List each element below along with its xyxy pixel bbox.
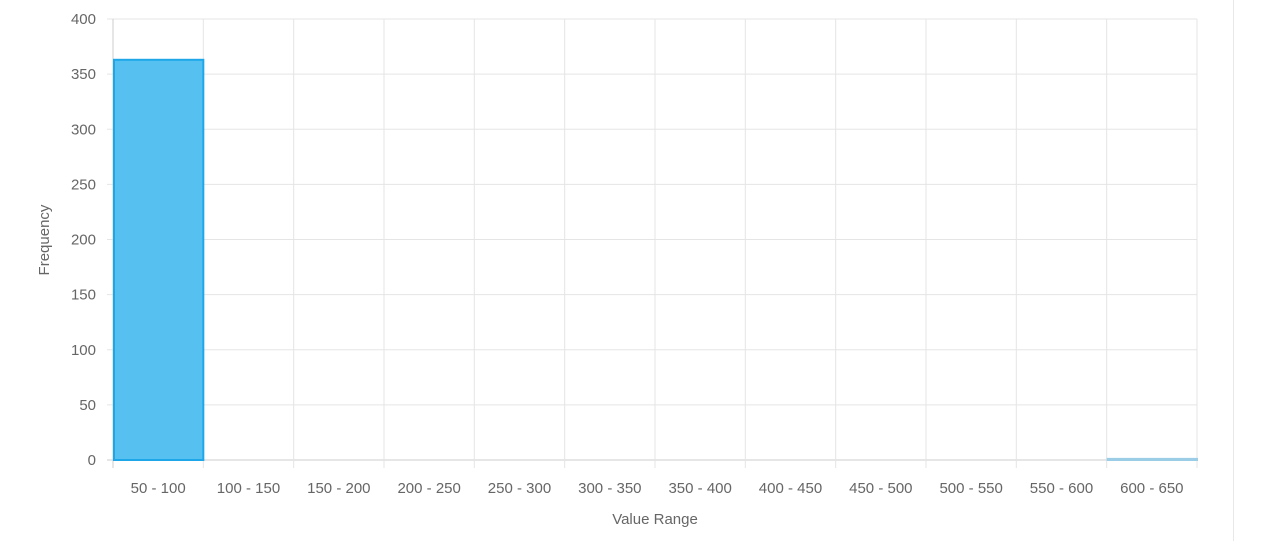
histogram-bar	[1106, 457, 1198, 461]
y-tick-label: 300	[71, 121, 96, 138]
x-tick-label: 300 - 350	[578, 480, 641, 497]
x-tick-label: 100 - 150	[217, 480, 280, 497]
y-tick-label: 0	[88, 452, 96, 469]
x-tick-label: 550 - 600	[1030, 480, 1093, 497]
y-tick-label: 350	[71, 66, 96, 83]
x-tick-label: 350 - 400	[668, 480, 731, 497]
panel-border	[1233, 0, 1234, 541]
x-tick-label: 250 - 300	[488, 480, 551, 497]
y-tick-label: 250	[71, 176, 96, 193]
y-tick-label: 200	[71, 232, 96, 249]
histogram-bar	[113, 58, 205, 461]
x-tick-label: 400 - 450	[759, 480, 822, 497]
y-tick-label: 150	[71, 287, 96, 304]
y-tick-label: 400	[71, 11, 96, 28]
y-tick-label: 100	[71, 342, 96, 359]
x-tick-label: 200 - 250	[397, 480, 460, 497]
x-tick-label: 150 - 200	[307, 480, 370, 497]
y-tick-label: 50	[79, 397, 96, 414]
x-axis-label: Value Range	[612, 511, 698, 528]
x-tick-label: 450 - 500	[849, 480, 912, 497]
x-tick-label: 50 - 100	[131, 480, 186, 497]
y-axis-label: Frequency	[36, 204, 53, 275]
x-tick-label: 600 - 650	[1120, 480, 1183, 497]
x-tick-label: 500 - 550	[939, 480, 1002, 497]
